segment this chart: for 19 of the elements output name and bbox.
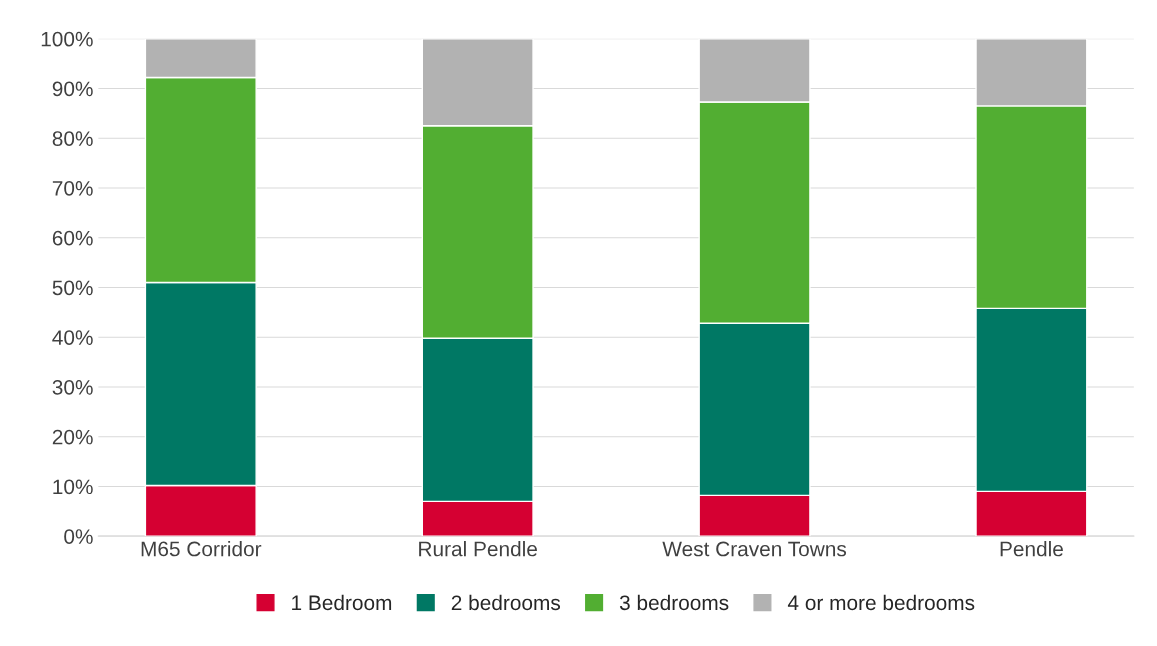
y-tick-label: 10% (53, 479, 93, 495)
y-tick-label: 20% (52, 429, 93, 445)
legend-label: 3 bedrooms (619, 594, 729, 611)
y-tick-label: 70% (52, 180, 93, 196)
x-tick-label: M65 Corridor (141, 541, 262, 557)
legend-label: 4 or more bedrooms (787, 594, 975, 611)
y-tick-label: 40% (52, 330, 93, 345)
y-tick-label: 60% (52, 230, 93, 246)
y-tick-label: 100% (41, 31, 93, 47)
x-tick-label: West Craven Towns (662, 541, 847, 557)
x-tick-label: Pendle (1000, 541, 1063, 557)
y-tick-label: 0% (64, 529, 93, 544)
y-tick-label: 80% (52, 131, 93, 146)
x-tick-label: Rural Pendle (419, 541, 537, 557)
y-tick-label: 90% (52, 81, 93, 97)
y-tick-label: 30% (52, 379, 93, 395)
legend-label: 1 Bedroom (292, 594, 392, 611)
legend-label: 2 bedrooms (451, 594, 561, 611)
y-tick-label: 50% (52, 280, 93, 296)
